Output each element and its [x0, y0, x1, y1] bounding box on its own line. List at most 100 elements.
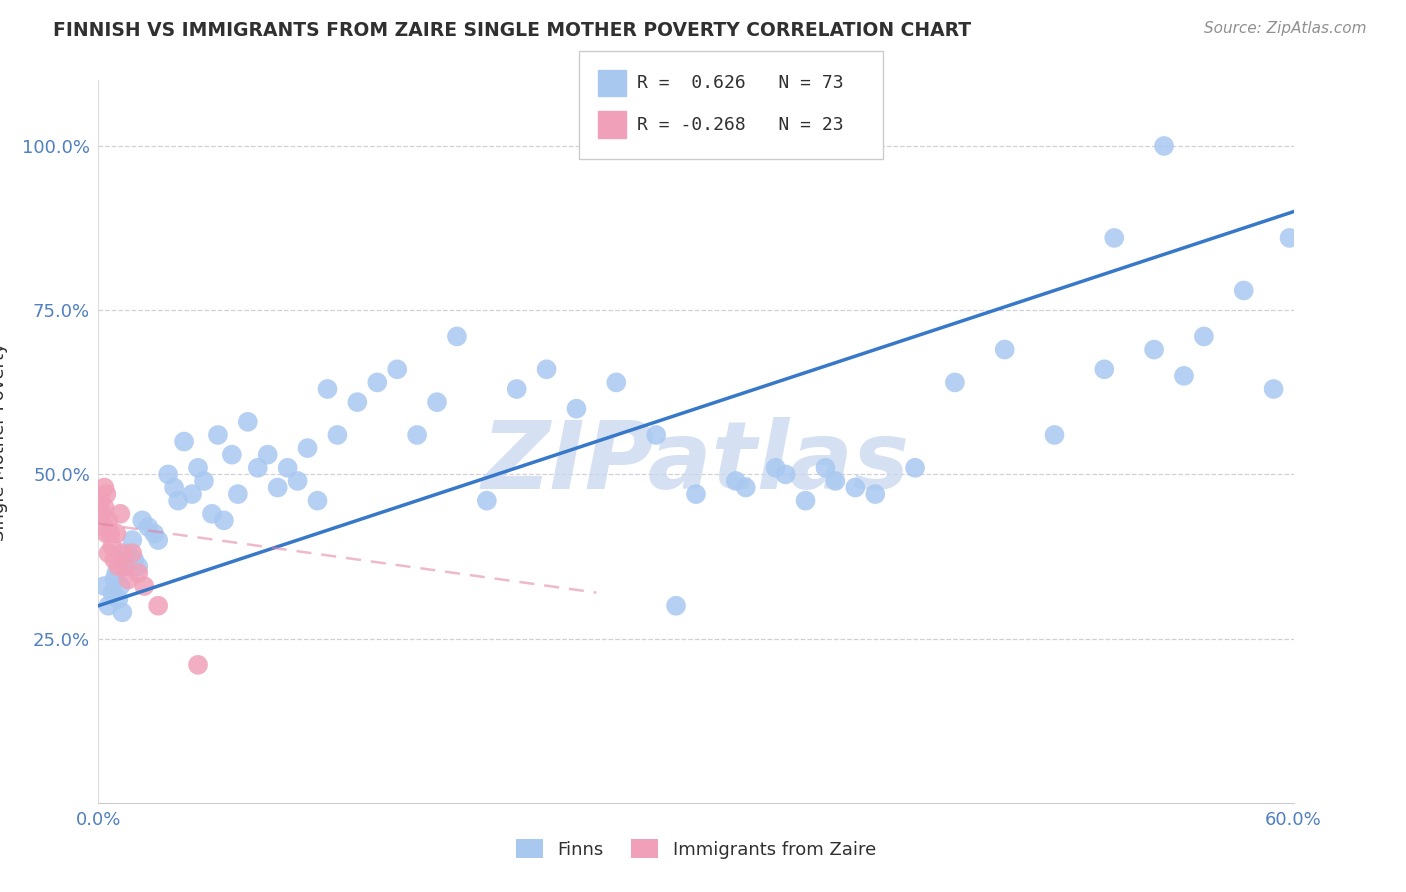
Point [316, 382, 339, 396]
Point [93, 520, 115, 534]
Point [207, 428, 229, 442]
Point [1278, 231, 1301, 245]
Point [103, 553, 125, 567]
Point [1104, 231, 1126, 245]
Point [111, 546, 134, 560]
Point [167, 493, 190, 508]
Point [112, 559, 135, 574]
Point [93, 579, 115, 593]
Point [565, 401, 588, 416]
Point [212, 513, 235, 527]
Point [865, 487, 887, 501]
Point [121, 533, 143, 547]
Point [89, 493, 111, 508]
Point [385, 362, 409, 376]
Point [685, 487, 707, 501]
Text: FINNISH VS IMMIGRANTS FROM ZAIRE SINGLE MOTHER POVERTY CORRELATION CHART: FINNISH VS IMMIGRANTS FROM ZAIRE SINGLE … [53, 21, 972, 40]
Point [307, 493, 329, 508]
Point [246, 460, 269, 475]
Point [645, 428, 668, 442]
Point [1092, 362, 1115, 376]
Point [366, 376, 388, 390]
Text: R =  0.626   N = 73: R = 0.626 N = 73 [637, 74, 844, 92]
Point [93, 500, 115, 515]
Point [775, 467, 797, 482]
Text: ZIPatlas: ZIPatlas [482, 417, 910, 509]
Point [103, 573, 125, 587]
Point [97, 513, 120, 527]
Point [1143, 343, 1166, 357]
Point [97, 546, 120, 560]
Point [193, 474, 215, 488]
Point [814, 460, 837, 475]
Point [1233, 284, 1256, 298]
Point [121, 546, 143, 560]
Point [1043, 428, 1066, 442]
Point [904, 460, 927, 475]
Point [734, 481, 756, 495]
Point [148, 599, 170, 613]
Point [111, 605, 134, 619]
Point [221, 448, 243, 462]
Point [346, 395, 368, 409]
Point [93, 481, 115, 495]
Point [134, 579, 156, 593]
Point [187, 657, 209, 672]
Point [112, 559, 135, 574]
Point [665, 599, 688, 613]
Point [943, 376, 966, 390]
Point [136, 520, 159, 534]
Point [148, 533, 170, 547]
Point [256, 448, 278, 462]
Point [181, 487, 204, 501]
Point [127, 559, 149, 574]
Point [724, 474, 747, 488]
Point [105, 526, 128, 541]
Point [236, 415, 259, 429]
Point [426, 395, 449, 409]
Point [994, 343, 1017, 357]
Point [105, 566, 128, 580]
Point [605, 376, 627, 390]
Point [110, 507, 132, 521]
Point [506, 382, 529, 396]
Point [96, 526, 118, 541]
Point [226, 487, 249, 501]
Point [117, 546, 139, 560]
Point [91, 507, 114, 521]
Point [127, 566, 149, 580]
Point [163, 481, 186, 495]
Point [1173, 368, 1195, 383]
Point [98, 526, 122, 541]
Point [446, 329, 468, 343]
Point [131, 513, 153, 527]
Point [277, 460, 299, 475]
Point [173, 434, 195, 449]
Point [765, 460, 787, 475]
Point [326, 428, 349, 442]
Y-axis label: Single Mother Poverty: Single Mother Poverty [0, 343, 8, 541]
Point [101, 540, 124, 554]
Point [267, 481, 290, 495]
Point [297, 441, 319, 455]
Point [97, 599, 120, 613]
Text: Source: ZipAtlas.com: Source: ZipAtlas.com [1204, 21, 1367, 37]
Point [124, 553, 146, 567]
Point [107, 559, 129, 574]
Point [107, 592, 129, 607]
Point [96, 487, 118, 501]
Point [1263, 382, 1285, 396]
Point [143, 526, 166, 541]
Point [794, 493, 817, 508]
Point [287, 474, 309, 488]
Point [406, 428, 429, 442]
Point [110, 579, 132, 593]
Point [1153, 139, 1175, 153]
Point [117, 573, 139, 587]
Point [1192, 329, 1215, 343]
Point [844, 481, 866, 495]
Point [536, 362, 558, 376]
Point [187, 460, 209, 475]
Legend: Finns, Immigrants from Zaire: Finns, Immigrants from Zaire [509, 832, 883, 866]
Point [157, 467, 180, 482]
